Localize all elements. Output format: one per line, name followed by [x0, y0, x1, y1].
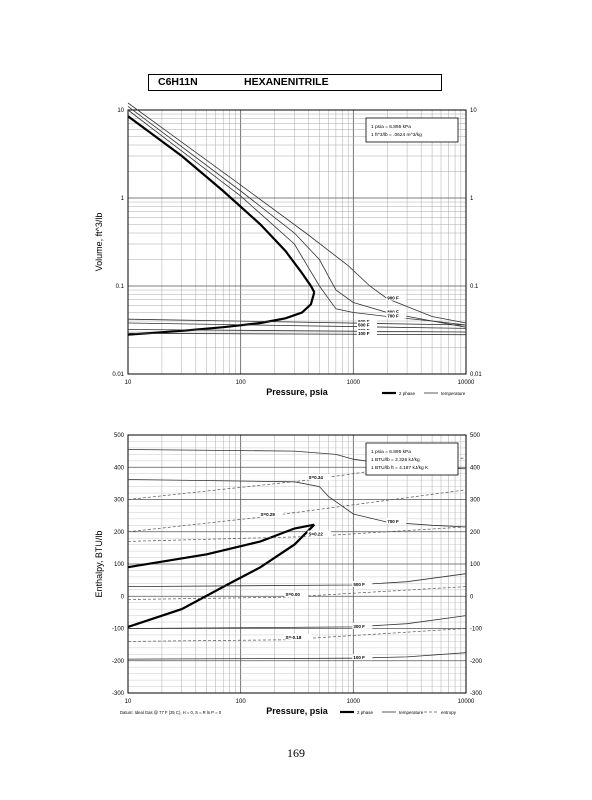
x-tick-label: 10	[125, 380, 132, 386]
compound-name-label: HEXANENITRILE	[244, 76, 329, 88]
series-line-500-f	[127, 322, 467, 329]
series-label: 700 F	[387, 314, 399, 319]
page-number: 169	[287, 746, 305, 760]
y-tick-label: 0.01	[112, 372, 124, 378]
series-label-bg	[356, 321, 377, 328]
series-line-800-f	[127, 106, 467, 326]
series-line-two-phase	[127, 115, 316, 293]
series-label-bg	[356, 326, 377, 333]
legend-label: 2 phase	[399, 391, 416, 396]
x-axis-title: Pressure, psia	[266, 387, 329, 397]
x-tick-label: 10000	[458, 380, 475, 386]
y-tick-label-right: 1	[470, 196, 474, 202]
series-line-300-f	[127, 329, 467, 333]
x-tick-label: 100	[236, 380, 247, 386]
series-label-bg	[386, 294, 407, 301]
y-axis-title: Volume, ft^3/lb	[94, 213, 104, 272]
series-label: 100 F	[358, 331, 370, 336]
series-label-bg	[356, 329, 377, 336]
series-label: 500 F	[358, 323, 370, 328]
formula-label: C6H11N	[158, 76, 198, 88]
series-label-bg	[386, 312, 407, 319]
y-tick-label-right: 0.1	[470, 284, 479, 290]
series-label-bg	[386, 308, 407, 315]
series-line-100-f	[127, 332, 467, 336]
series-line-600-f	[127, 318, 467, 326]
plot-frame	[127, 109, 467, 375]
y-tick-label-right: 10	[470, 108, 477, 114]
series-line-two-phase	[127, 291, 316, 336]
series-line-700-f	[127, 109, 467, 328]
y-tick-label-right: 0.01	[470, 372, 482, 378]
series-line-900-f	[127, 102, 467, 324]
series-label-bg	[356, 318, 377, 325]
series-label: 600 F	[358, 319, 370, 324]
y-tick-label: 1	[121, 196, 125, 202]
x-tick-label: 1000	[347, 380, 361, 386]
legend-label: temperature	[441, 391, 466, 396]
y-tick-label: 0.1	[116, 284, 125, 290]
y-tick-label: 10	[117, 108, 124, 114]
conversion-text: 1 ft^3/lb = .0624 m^3/kg	[371, 132, 422, 138]
compound-title-box: C6H11N HEXANENITRILE	[148, 74, 442, 91]
series-label: 900 F	[387, 296, 399, 301]
conversion-text: 1 psia = 6.895 kPa	[371, 124, 411, 130]
series-label: 800 F	[387, 309, 399, 314]
conversion-box	[365, 117, 459, 143]
